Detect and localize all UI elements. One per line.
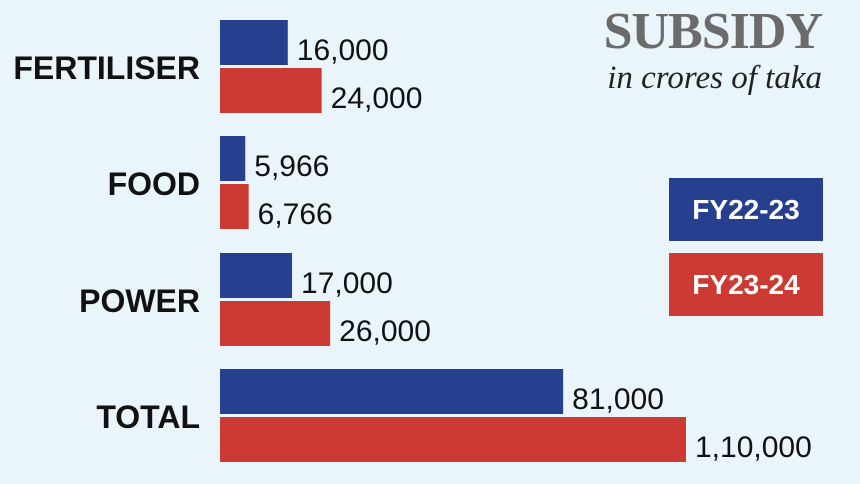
bar-power-fy22-23 [220,253,293,298]
bar-fertiliser-fy23-24 [220,68,322,113]
bar-power-fy23-24 [220,301,331,346]
legend-fy22-23: FY22-23 [669,178,823,241]
bar-food-fy22-23 [220,136,246,181]
category-label-food: FOOD [108,166,200,202]
data-label-power-fy23-24: 26,000 [339,315,431,348]
category-label-fertiliser: FERTILISER [13,50,200,86]
chart-title: SUBSIDY [603,3,823,60]
data-label-fertiliser-fy23-24: 24,000 [331,82,423,115]
data-label-power-fy22-23: 17,000 [301,267,393,300]
data-label-fertiliser-fy22-23: 16,000 [297,34,389,67]
legend-fy23-24: FY23-24 [669,253,823,316]
bar-total-fy22-23 [220,369,564,414]
data-label-food-fy22-23: 5,966 [254,150,329,183]
bar-total-fy23-24 [220,417,686,462]
chart-subtitle: in crores of taka [607,60,822,96]
bar-fertiliser-fy22-23 [220,20,288,65]
data-label-total-fy23-24: 1,10,000 [695,431,812,464]
bar-food-fy23-24 [220,184,249,229]
category-label-total: TOTAL [96,399,200,435]
data-label-total-fy22-23: 81,000 [572,383,664,416]
category-label-power: POWER [79,283,200,319]
data-label-food-fy23-24: 6,766 [258,198,333,231]
